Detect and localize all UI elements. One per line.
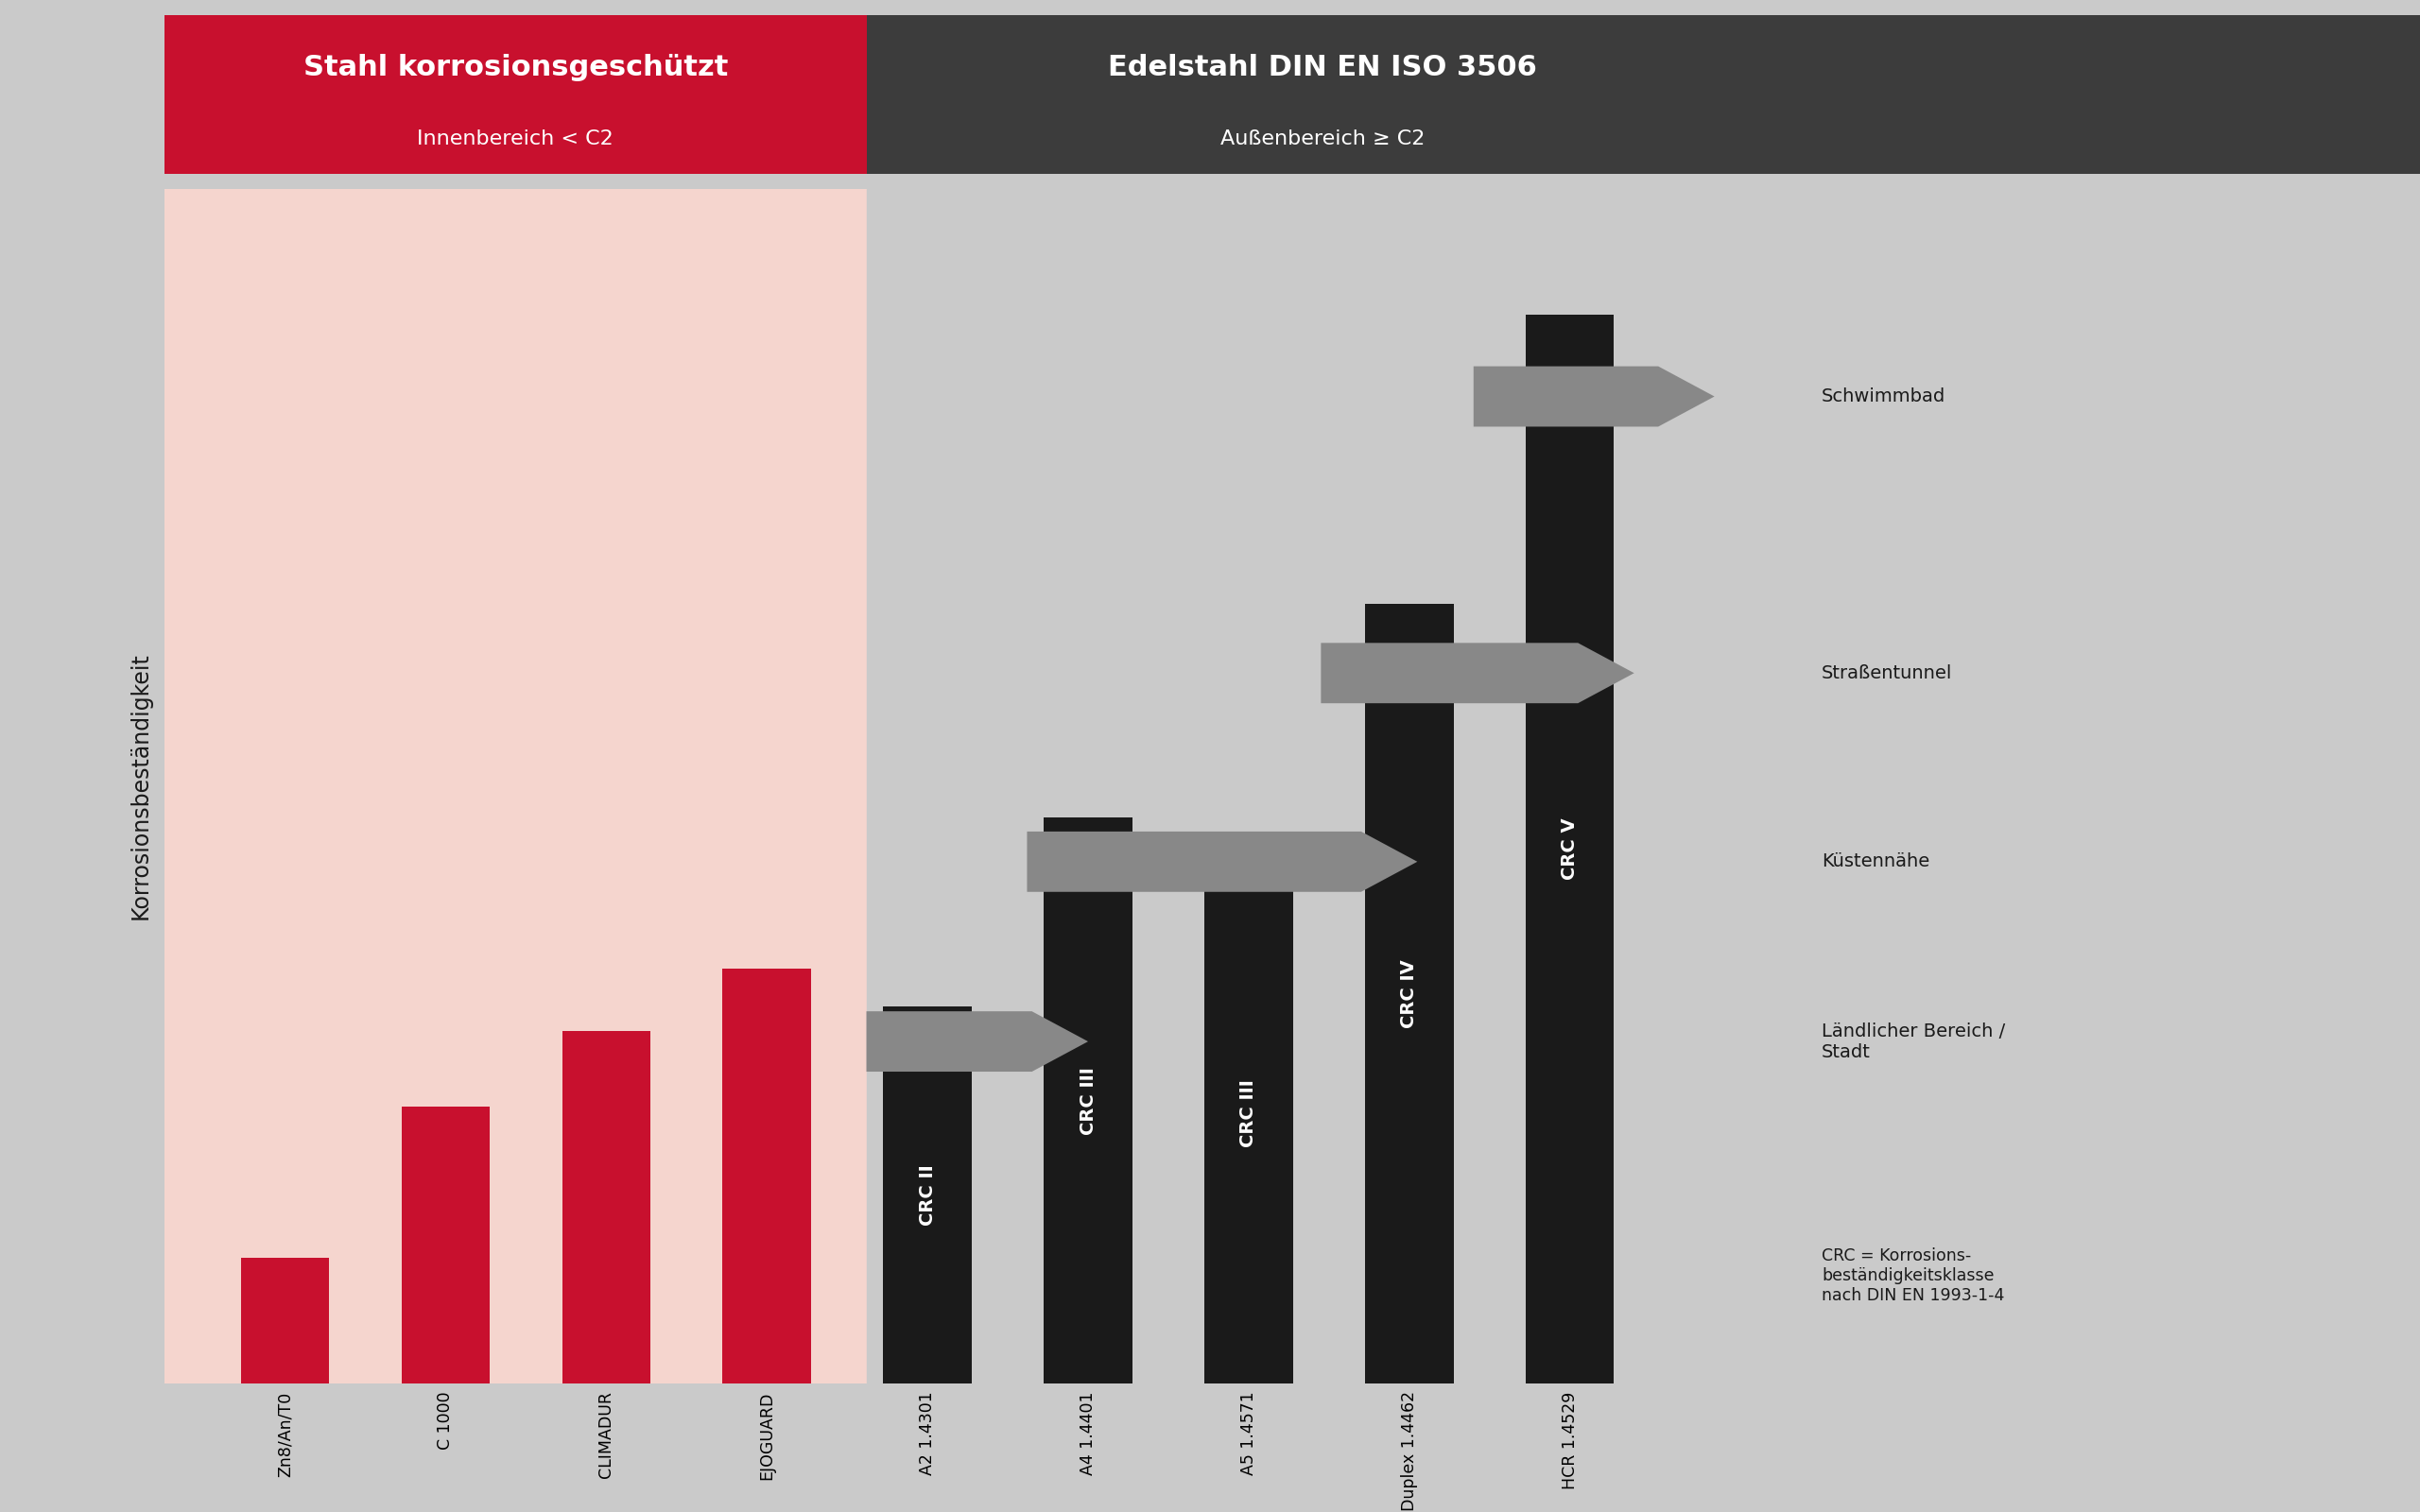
- Bar: [883, 1007, 973, 1383]
- Bar: [402, 1107, 489, 1383]
- Text: Stahl korrosionsgeschützt: Stahl korrosionsgeschützt: [302, 54, 728, 82]
- Bar: [561, 1031, 651, 1383]
- Y-axis label: Korrosionsbeständigkeit: Korrosionsbeständigkeit: [128, 653, 152, 919]
- Text: CRC V: CRC V: [1561, 818, 1578, 880]
- Bar: [165, 189, 866, 1383]
- Text: Ländlicher Bereich /
Stadt: Ländlicher Bereich / Stadt: [1822, 1022, 2006, 1061]
- Text: CRC IV: CRC IV: [1401, 959, 1418, 1028]
- Bar: [1205, 842, 1292, 1383]
- Bar: [724, 969, 811, 1383]
- Text: CRC = Korrosions-
beständigkeitsklasse
nach DIN EN 1993-1-4: CRC = Korrosions- beständigkeitsklasse n…: [1822, 1247, 2004, 1305]
- Text: CRC III: CRC III: [1079, 1066, 1096, 1134]
- Bar: [1365, 603, 1454, 1383]
- Polygon shape: [1321, 643, 1634, 703]
- Bar: [866, 189, 1779, 1383]
- Text: CRC III: CRC III: [1239, 1080, 1258, 1148]
- Bar: [1043, 818, 1133, 1383]
- Polygon shape: [866, 1012, 1089, 1072]
- Polygon shape: [1026, 832, 1418, 892]
- Text: Außenbereich ≥ C2: Außenbereich ≥ C2: [1220, 130, 1425, 148]
- Text: Innenbereich < C2: Innenbereich < C2: [416, 130, 615, 148]
- Text: Edelstahl DIN EN ISO 3506: Edelstahl DIN EN ISO 3506: [1108, 54, 1537, 82]
- Bar: [242, 1258, 329, 1383]
- Text: Straßentunnel: Straßentunnel: [1822, 664, 1953, 682]
- Bar: [1525, 314, 1614, 1383]
- Text: CRC II: CRC II: [920, 1164, 937, 1225]
- Text: Küstennähe: Küstennähe: [1822, 853, 1929, 871]
- Text: Schwimmbad: Schwimmbad: [1822, 387, 1946, 405]
- Polygon shape: [1474, 366, 1713, 426]
